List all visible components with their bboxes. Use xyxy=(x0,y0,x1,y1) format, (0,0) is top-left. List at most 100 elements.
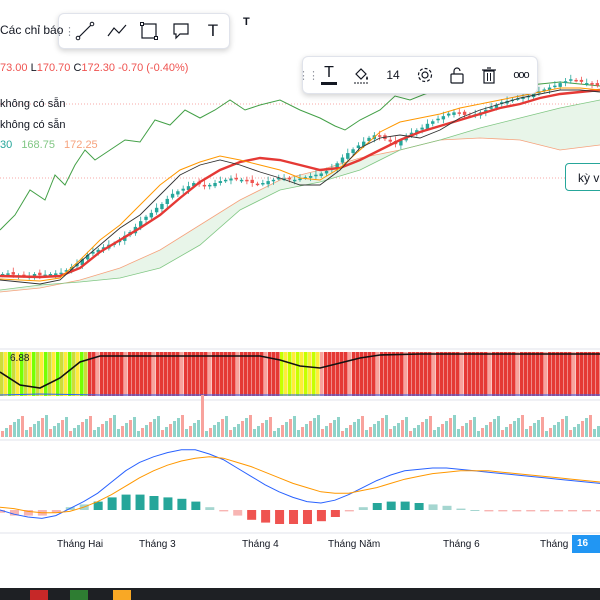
candle-body xyxy=(308,176,313,178)
oscillator-bar xyxy=(424,352,428,396)
macd-histogram-bar xyxy=(205,507,215,510)
oscillator-bar xyxy=(228,352,232,396)
candle-body xyxy=(346,153,350,159)
candle-body xyxy=(213,183,217,187)
taskbar-icon-2[interactable] xyxy=(70,590,88,600)
macd-histogram-bar xyxy=(93,501,103,510)
candle-body xyxy=(292,179,297,182)
volume-bar xyxy=(477,431,480,437)
oscillator-bar xyxy=(108,352,112,396)
rectangle-tool[interactable] xyxy=(133,15,165,47)
callout-tool[interactable] xyxy=(165,15,197,47)
oscillator-bar xyxy=(428,352,432,396)
oscillator-bar xyxy=(476,352,480,396)
oscillator-bar xyxy=(60,352,64,396)
candle-body xyxy=(409,132,414,136)
time-axis[interactable]: Tháng Hai Tháng 3 Tháng 4 Tháng Năm Thán… xyxy=(0,535,600,567)
oscillator-bar xyxy=(120,352,124,396)
candle-body xyxy=(266,181,270,185)
oscillator-bar xyxy=(204,352,208,396)
volume-bar xyxy=(413,428,416,437)
ichimoku-value-1: 30 xyxy=(0,139,13,151)
unlock-icon xyxy=(450,67,464,84)
oscillator-bar xyxy=(356,352,360,396)
candle-body xyxy=(208,184,212,187)
volume-bar xyxy=(553,425,556,437)
volume-bar xyxy=(49,429,52,437)
oscillator-bar xyxy=(372,352,376,396)
trend-line-tool[interactable] xyxy=(69,15,101,47)
candle-body xyxy=(574,79,578,82)
macd-histogram-bar xyxy=(344,510,354,512)
text-drawing-box[interactable]: kỳ v xyxy=(565,163,600,191)
macd-histogram xyxy=(0,494,600,524)
volume-bar xyxy=(245,418,248,437)
ma-slow-line xyxy=(0,88,600,279)
macd-histogram-bar xyxy=(0,510,5,513)
volume-bar xyxy=(9,425,12,437)
volume-bar xyxy=(37,421,40,437)
volume-bar xyxy=(445,421,448,437)
candle-body xyxy=(277,177,281,180)
x-label-may: Tháng Năm xyxy=(328,539,381,550)
volume-bar xyxy=(457,429,460,437)
oscillator-bar xyxy=(136,352,140,396)
volume-bar xyxy=(337,417,340,437)
volume-bar xyxy=(161,430,164,437)
candle-body xyxy=(489,107,493,109)
fill-color-button[interactable] xyxy=(345,59,377,91)
candle-body xyxy=(170,193,175,198)
more-button[interactable]: ooo xyxy=(505,59,537,91)
volume-bar xyxy=(249,415,252,437)
volume-bar xyxy=(389,429,392,437)
oscillator-bar xyxy=(88,352,92,396)
settings-button[interactable] xyxy=(409,59,441,91)
oscillator-bar xyxy=(596,352,600,396)
candle-body xyxy=(54,273,58,276)
text-color-button[interactable]: T xyxy=(313,59,345,91)
volume-bar xyxy=(353,422,356,437)
taskbar-icon-3[interactable] xyxy=(113,590,131,600)
candle-body xyxy=(351,149,355,154)
volume-bar xyxy=(129,420,132,437)
oscillator-bar xyxy=(436,352,440,396)
oscillator-bar xyxy=(324,352,328,396)
oscillator-bar xyxy=(208,352,212,396)
volume-bar xyxy=(513,421,516,437)
text-icon: T xyxy=(207,21,219,40)
delete-button[interactable] xyxy=(473,59,505,91)
oscillator-bar xyxy=(320,352,324,396)
oscillator-bar xyxy=(340,352,344,396)
font-size-button[interactable]: 14 xyxy=(377,59,409,91)
volume-bar xyxy=(417,425,420,437)
oscillator-bar xyxy=(80,352,84,396)
macd-histogram-bar xyxy=(316,510,326,522)
volume-bar xyxy=(493,419,496,437)
taskbar-icon-1[interactable] xyxy=(30,590,48,600)
polyline-tool[interactable] xyxy=(101,15,133,47)
oscillator-bar xyxy=(572,352,576,396)
oscillator-bar xyxy=(516,352,520,396)
lock-button[interactable] xyxy=(441,59,473,91)
candle-body xyxy=(202,184,207,187)
volume-bar xyxy=(469,420,472,437)
volume-bar xyxy=(557,422,560,437)
macd-histogram-bar xyxy=(107,497,117,510)
candle-body xyxy=(32,274,37,277)
oscillator-bar xyxy=(452,352,456,396)
oscillator-bar xyxy=(272,352,276,396)
indicator-unavailable-1: không có sẵn xyxy=(0,98,66,110)
indicators-label[interactable]: Các chỉ báo xyxy=(0,23,64,37)
drawing-tools-toolbar: ⋮⋮ T xyxy=(54,13,230,49)
text-tool[interactable]: T xyxy=(197,15,229,47)
oscillator-bar xyxy=(352,352,356,396)
volume-bar xyxy=(497,416,500,437)
volume-bar xyxy=(393,426,396,437)
price-chart[interactable] xyxy=(0,0,600,555)
oscillator-bar xyxy=(536,352,540,396)
macd-histogram-bar xyxy=(456,508,466,510)
properties-drag-handle[interactable]: ⋮⋮ xyxy=(298,69,319,82)
oscillator-bar xyxy=(256,352,260,396)
x-label-mar: Tháng 3 xyxy=(139,539,176,550)
oscillator-bar xyxy=(448,352,452,396)
